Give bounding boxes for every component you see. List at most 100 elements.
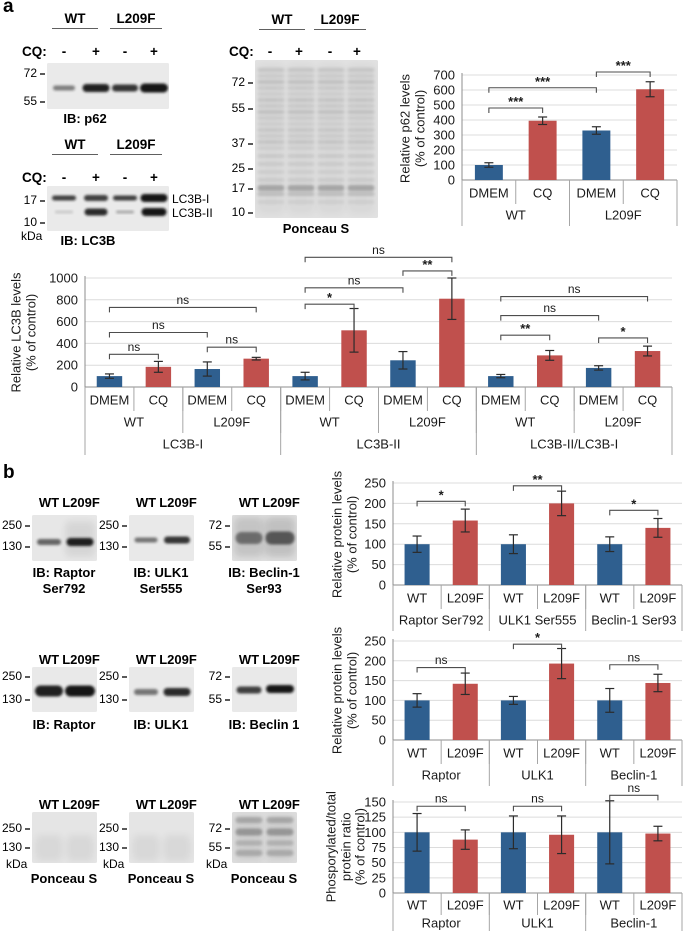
x-group-label: L209F [605, 208, 642, 223]
significance-label: * [327, 290, 333, 305]
protein-band [287, 116, 315, 120]
protein-band [257, 116, 285, 120]
x-group-label: LC3B-II/LC3B-I [530, 437, 618, 452]
protein-band [317, 154, 345, 158]
kda-label: kDa [206, 857, 228, 871]
protein-band [141, 208, 167, 216]
protein-band [35, 835, 63, 861]
blot-image [232, 812, 297, 863]
kda-label: kDa [103, 857, 125, 871]
protein-band [347, 110, 375, 114]
protein-band [234, 517, 264, 557]
mw-marker-tick [225, 847, 230, 849]
mw-marker-label: 130 [98, 692, 119, 706]
mw-marker-tick [122, 699, 127, 701]
cq-value: - [122, 170, 128, 185]
significance-label: ns [531, 792, 544, 806]
bar [145, 366, 172, 387]
chart-plot: 0 50 100 150 200 250 ns * ns WT L209F WT L209F WT L209… [364, 630, 683, 786]
protein-band [317, 140, 345, 144]
cq-value: + [150, 44, 158, 59]
protein-band [317, 134, 345, 138]
protein-band [84, 208, 108, 216]
y-tick-label: 400 [433, 113, 455, 128]
mw-marker-label: 250 [98, 821, 119, 835]
protein-band [257, 128, 285, 132]
protein-band [257, 110, 285, 114]
protein-band [37, 539, 61, 545]
protein-band [266, 828, 294, 836]
mw-marker-label: 72 [208, 669, 222, 683]
protein-band [113, 195, 137, 201]
protein-band [347, 162, 375, 166]
y-tick-label: 600 [56, 314, 78, 329]
x-category-label: L209F [639, 898, 676, 913]
significance-bracket [304, 256, 453, 263]
x-category-label: L209F [543, 746, 580, 761]
mw-marker-tick [40, 73, 45, 75]
protein-band [347, 74, 375, 78]
y-tick-label: 150 [364, 795, 386, 810]
y-tick-label: 75 [372, 840, 386, 855]
significance-label: ** [422, 257, 433, 272]
lane-group-label: L209F [62, 495, 100, 510]
blot-image [232, 667, 297, 712]
lane-group-label: WT [38, 797, 60, 812]
protein-band [134, 537, 158, 543]
mw-marker-tick [122, 828, 127, 830]
protein-band [265, 517, 295, 557]
lane-group-label: WT [135, 652, 157, 667]
significance-bracket [609, 509, 659, 516]
y-tick-label: 1000 [49, 271, 78, 286]
protein-band [257, 162, 285, 166]
blot-caption: Ponceau S [282, 221, 350, 236]
significance-bracket [595, 71, 651, 77]
x-category-label: WT [503, 746, 523, 761]
significance-label: ns [543, 301, 556, 315]
blot-beclin_p: WT L209F 72 55 IB: Beclin-1 Ser93 [200, 490, 330, 600]
blot-raptor_p: WT L209F 250 130 IB: Raptor Ser792 [0, 490, 130, 600]
significance-bracket [416, 666, 466, 673]
mw-marker-label: 72 [23, 66, 37, 80]
protein-band [257, 68, 285, 72]
x-category-label: DMEM [577, 186, 617, 201]
x-group-label: Raptor Ser792 [399, 613, 484, 628]
mw-marker-label: 130 [1, 539, 22, 553]
bar [488, 376, 514, 387]
x-category-label: CQ [344, 393, 364, 408]
blot-ponceau_a: WT L209F CQ: - + - +72 55 37 25 17 10 Ponceau S [225, 6, 425, 241]
significance-bracket [108, 306, 257, 313]
significance-label: ns [435, 653, 448, 667]
blot-ponceau_b3: WT L209F 72 55 kDa Ponceau S [200, 793, 330, 903]
mw-marker-tick [25, 546, 30, 548]
mw-marker-label: 25 [231, 161, 245, 175]
protein-band [257, 98, 285, 102]
x-category-label: L209F [543, 898, 580, 913]
protein-band [287, 86, 315, 90]
chart-phospho_protein_levels: Relative protein levels (% of control) 0 50… [330, 470, 685, 631]
lane-group-label: WT [52, 11, 98, 29]
mw-marker-tick [25, 828, 30, 830]
blot-caption: IB: LC3B [60, 233, 116, 248]
mw-marker-tick [248, 143, 253, 145]
significance-bracket [488, 107, 544, 113]
protein-band [66, 835, 94, 861]
mw-marker-label: 37 [231, 136, 245, 150]
y-tick-label: 0 [379, 886, 386, 901]
x-group-label: ULK1 Ser555 [498, 613, 576, 628]
protein-band [317, 146, 345, 150]
protein-band [347, 116, 375, 120]
lane-group-label: WT [259, 12, 305, 30]
protein-band [287, 154, 315, 158]
protein-band [65, 521, 95, 557]
mw-marker-label: 55 [208, 840, 222, 854]
significance-label: * [535, 630, 541, 645]
x-group-label: Raptor [422, 768, 462, 783]
protein-band [347, 134, 375, 138]
significance-bracket [512, 485, 563, 491]
mw-marker-label: 55 [208, 692, 222, 706]
y-tick-label: 500 [433, 98, 455, 113]
x-group-label: WT [124, 415, 144, 430]
protein-band [266, 685, 294, 693]
cq-label: CQ: [22, 170, 47, 185]
